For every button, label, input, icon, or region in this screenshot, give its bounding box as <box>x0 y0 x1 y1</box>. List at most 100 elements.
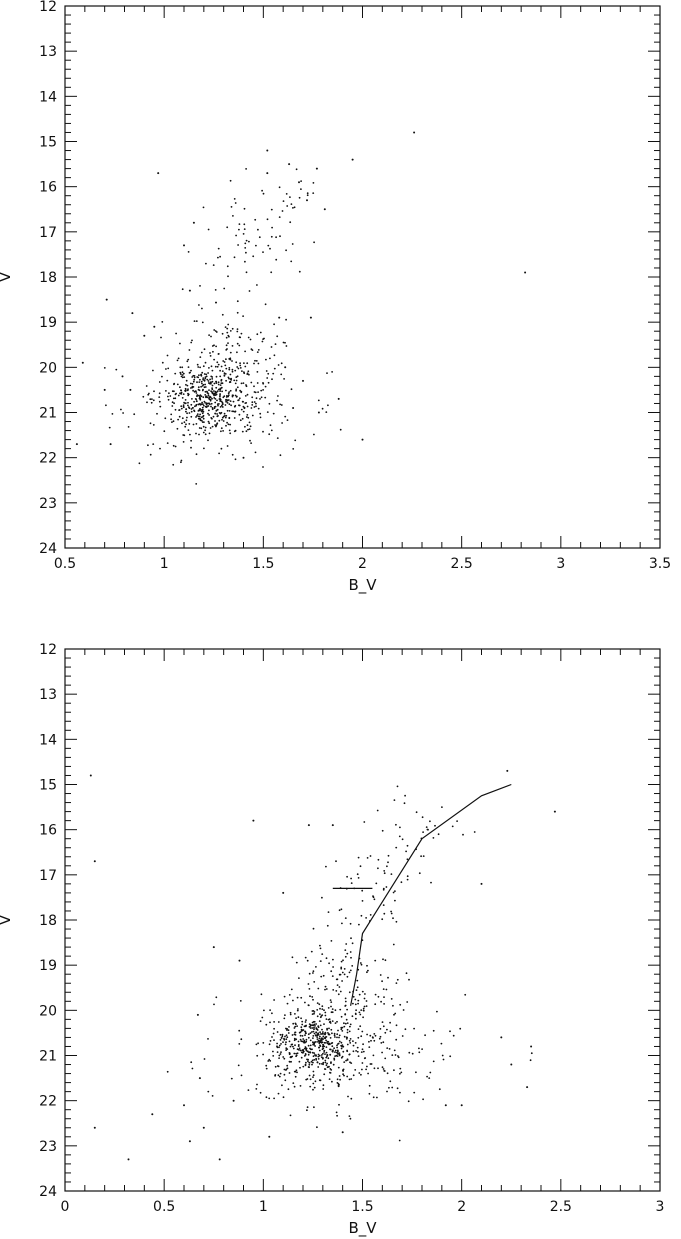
data-point <box>207 1090 210 1093</box>
plot-area <box>89 769 556 1161</box>
data-point <box>103 367 106 369</box>
data-point <box>199 285 201 287</box>
data-point <box>191 339 193 342</box>
x-tick-label: 0.5 <box>153 1199 175 1215</box>
y-tick-label: 22 <box>39 1094 57 1110</box>
data-point <box>255 405 257 408</box>
data-point <box>273 1027 275 1030</box>
data-point <box>277 395 279 397</box>
data-point <box>226 421 229 424</box>
data-point <box>185 408 188 411</box>
data-point <box>263 337 265 340</box>
data-point <box>265 1023 268 1026</box>
data-point <box>195 320 198 322</box>
y-tick-label: 20 <box>39 1003 57 1019</box>
data-point <box>362 1007 365 1010</box>
data-point <box>283 995 286 998</box>
data-point <box>250 407 253 409</box>
data-point <box>81 361 84 364</box>
data-point <box>323 208 326 211</box>
data-point <box>181 397 184 399</box>
data-point <box>311 996 314 998</box>
data-point <box>293 1052 296 1055</box>
data-point <box>152 399 155 402</box>
x-tick-label: 0 <box>61 1199 70 1215</box>
data-point <box>254 218 257 221</box>
data-point <box>158 381 161 383</box>
data-point <box>329 1022 332 1024</box>
data-point <box>406 875 409 878</box>
data-point <box>345 1018 348 1021</box>
data-point <box>304 1064 307 1067</box>
data-point <box>269 247 271 250</box>
data-point <box>214 420 216 422</box>
data-point <box>289 1114 292 1117</box>
data-point <box>358 1011 361 1014</box>
data-point <box>326 372 328 374</box>
data-point <box>322 1088 325 1090</box>
data-point <box>217 383 220 386</box>
data-point <box>349 1025 351 1028</box>
data-point <box>230 379 233 381</box>
data-point <box>370 1063 373 1065</box>
data-point <box>241 370 243 372</box>
data-point <box>312 182 315 184</box>
data-point <box>330 1001 333 1003</box>
data-point <box>290 1060 292 1063</box>
data-point <box>319 960 322 962</box>
data-point <box>269 424 272 427</box>
data-point <box>370 1039 372 1042</box>
data-point <box>307 1058 309 1061</box>
data-point <box>309 316 312 319</box>
data-point <box>266 172 269 175</box>
data-point <box>215 382 218 384</box>
data-point <box>180 373 182 375</box>
data-point <box>376 1096 378 1099</box>
data-point <box>305 1038 308 1041</box>
data-point <box>207 394 210 397</box>
data-point <box>313 1052 316 1054</box>
data-point <box>297 1048 300 1051</box>
data-point <box>158 400 161 403</box>
data-point <box>222 430 225 432</box>
data-point <box>215 996 218 999</box>
data-point <box>312 1035 315 1037</box>
data-point <box>325 411 328 413</box>
data-point <box>399 1003 402 1006</box>
data-point <box>346 1058 349 1061</box>
data-point <box>209 352 211 354</box>
data-point <box>204 383 207 386</box>
data-point <box>296 996 299 999</box>
data-point <box>244 402 247 404</box>
data-point <box>192 389 195 392</box>
data-point <box>337 1053 339 1055</box>
data-point <box>316 1126 318 1129</box>
data-point <box>187 392 189 395</box>
data-point <box>230 1077 233 1080</box>
data-point <box>366 964 368 967</box>
data-point <box>229 358 232 361</box>
data-point <box>360 1051 363 1053</box>
data-point <box>195 483 198 485</box>
data-point <box>259 398 261 400</box>
data-point <box>323 1073 326 1076</box>
data-point <box>367 969 369 972</box>
data-point <box>204 429 207 432</box>
data-point <box>323 1068 326 1070</box>
data-point <box>338 986 341 988</box>
data-point <box>233 198 236 200</box>
data-point <box>325 988 328 990</box>
data-point <box>179 392 182 395</box>
data-point <box>201 307 203 310</box>
data-point <box>211 384 214 387</box>
data-point <box>206 396 209 399</box>
data-point <box>422 1098 424 1101</box>
data-point <box>230 377 233 380</box>
data-point <box>256 1083 258 1086</box>
data-point <box>152 443 155 445</box>
data-point <box>399 1091 401 1094</box>
data-point <box>220 386 223 389</box>
data-point <box>406 1001 409 1003</box>
data-point <box>387 854 390 857</box>
data-point <box>246 414 249 416</box>
